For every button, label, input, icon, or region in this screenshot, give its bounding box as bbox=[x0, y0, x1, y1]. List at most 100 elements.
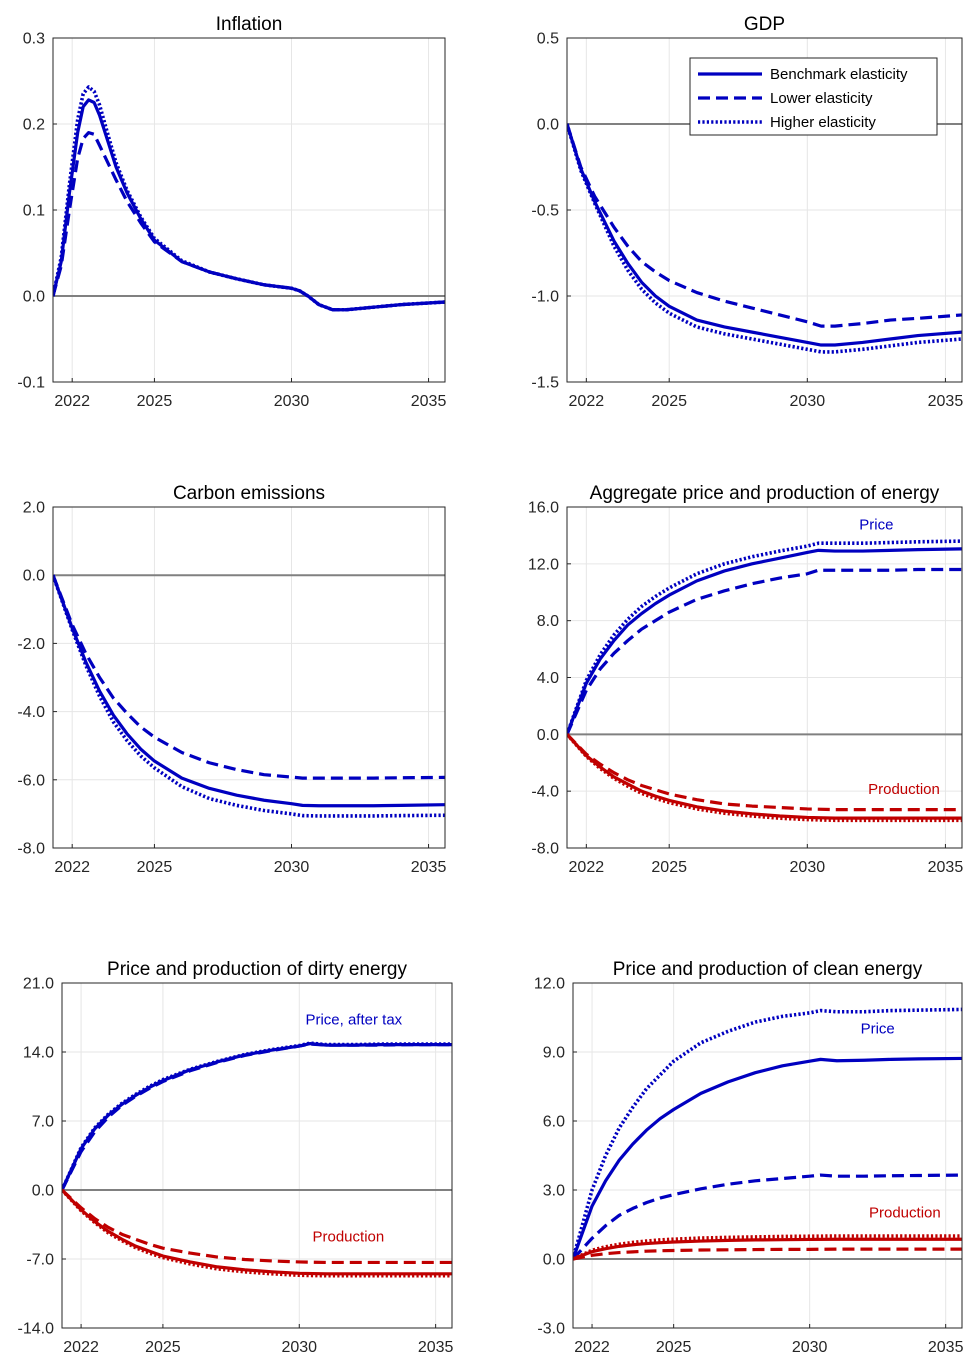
chart-panel-1: 2022 2025 2030 2035 -0.1 0.0 0.1 0.2 0.3 Inflatio… bbox=[17, 14, 446, 410]
x-tick-label: 2030 bbox=[792, 1339, 828, 1353]
x-tick-label: 2025 bbox=[137, 393, 173, 410]
series-red-benchmark bbox=[62, 1188, 452, 1276]
axes-frame bbox=[566, 37, 963, 383]
x-tick-label: 2030 bbox=[281, 1339, 317, 1353]
y-tick-label: 0.0 bbox=[543, 1252, 565, 1269]
y-tick-label: 8.0 bbox=[537, 613, 559, 630]
chart-title: GDP bbox=[744, 14, 785, 35]
series-blue-lower bbox=[62, 1042, 452, 1191]
series-blue-benchmark bbox=[53, 574, 445, 808]
y-tick-label: 9.0 bbox=[543, 1045, 565, 1062]
chart-title: Price and production of dirty energy bbox=[107, 959, 407, 980]
legend-label: Higher elasticity bbox=[770, 114, 876, 131]
x-tick-label: 2035 bbox=[411, 859, 447, 876]
x-tick-label: 2022 bbox=[63, 1339, 99, 1353]
x-tick-label: 2022 bbox=[54, 859, 90, 876]
x-tick-label: 2022 bbox=[574, 1339, 610, 1353]
series-blue-higher bbox=[53, 85, 445, 312]
annotation-label: Production bbox=[313, 1228, 385, 1245]
chart-title: Aggregate price and production of energy bbox=[590, 483, 940, 504]
y-tick-label: 12.0 bbox=[528, 556, 559, 573]
plot-area bbox=[62, 983, 452, 1328]
series-blue-lower bbox=[567, 123, 962, 328]
series-blue-higher bbox=[53, 574, 445, 818]
x-tick-label: 2035 bbox=[928, 393, 964, 410]
series-blue-higher bbox=[62, 1041, 452, 1191]
x-tick-label: 2030 bbox=[790, 859, 826, 876]
annotation-label: Price bbox=[861, 1021, 895, 1038]
annotation-label: Price bbox=[859, 517, 893, 534]
x-tick-label: 2035 bbox=[928, 1339, 964, 1353]
y-tick-label: -8.0 bbox=[17, 841, 45, 858]
x-tick-label: 2025 bbox=[651, 393, 687, 410]
chart-title: Price and production of clean energy bbox=[613, 959, 923, 980]
y-tick-label: 0.1 bbox=[23, 203, 45, 220]
chart-panel-2: 2022 2025 2030 2035 -1.5 -1.0 -0.5 0.0 0.5 GDP Ben… bbox=[531, 14, 963, 410]
x-tick-label: 2025 bbox=[145, 1339, 181, 1353]
y-tick-label: -8.0 bbox=[531, 841, 559, 858]
series-blue-benchmark bbox=[573, 1056, 962, 1260]
x-tick-label: 2030 bbox=[790, 393, 826, 410]
axes-frame bbox=[572, 982, 963, 1329]
series-blue-higher bbox=[567, 123, 962, 354]
chart-title: Inflation bbox=[216, 14, 283, 35]
chart-title: Carbon emissions bbox=[173, 483, 325, 504]
chart-panel-4: 2022 2025 2030 2035 -8.0 -4.0 0.0 4.0 8.0 12.0 16.… bbox=[528, 483, 963, 876]
annotation-label: Production bbox=[869, 1205, 941, 1222]
series-red-higher bbox=[567, 733, 962, 823]
y-tick-label: -6.0 bbox=[17, 772, 45, 789]
y-tick-label: 0.0 bbox=[537, 727, 559, 744]
x-tick-label: 2035 bbox=[418, 1339, 454, 1353]
series-red-lower bbox=[567, 733, 962, 812]
y-tick-label: 6.0 bbox=[543, 1114, 565, 1131]
x-tick-label: 2025 bbox=[137, 859, 173, 876]
y-tick-label: -4.0 bbox=[531, 784, 559, 801]
y-tick-label: 4.0 bbox=[537, 670, 559, 687]
y-tick-label: 12.0 bbox=[534, 976, 565, 993]
y-tick-label: 0.0 bbox=[23, 289, 45, 306]
series-blue-higher bbox=[567, 539, 962, 735]
y-tick-label: -0.1 bbox=[17, 375, 45, 392]
x-tick-label: 2030 bbox=[274, 859, 310, 876]
x-tick-label: 2022 bbox=[569, 859, 605, 876]
legend-box bbox=[689, 57, 938, 136]
legend-label: Lower elasticity bbox=[770, 90, 873, 107]
y-tick-label: -3.0 bbox=[537, 1321, 565, 1338]
chart-panel-5: 2022 2025 2030 2035 -14.0 -7.0 0.0 7.0 14.0 21.0 P… bbox=[18, 959, 454, 1353]
series-blue-benchmark bbox=[567, 123, 962, 347]
series-red-lower bbox=[62, 1188, 452, 1265]
y-tick-label: -1.0 bbox=[531, 289, 559, 306]
axes-frame bbox=[52, 37, 446, 383]
y-tick-label: -4.0 bbox=[17, 704, 45, 721]
x-tick-label: 2035 bbox=[928, 859, 964, 876]
legend: Benchmark elasticity Lower elasticity High… bbox=[689, 57, 938, 136]
chart-panel-6: 2022 2025 2030 2035 -3.0 0.0 3.0 6.0 9.0 12.0 Pric… bbox=[534, 959, 964, 1353]
series-blue-benchmark bbox=[567, 547, 962, 735]
y-tick-label: -14.0 bbox=[18, 1321, 55, 1338]
y-tick-label: 0.0 bbox=[23, 568, 45, 585]
series-red-benchmark bbox=[567, 733, 962, 820]
y-tick-label: 3.0 bbox=[543, 1183, 565, 1200]
series-red-benchmark bbox=[573, 1237, 962, 1261]
y-tick-label: 0.3 bbox=[23, 31, 45, 48]
y-tick-label: 2.0 bbox=[23, 500, 45, 517]
plot-area bbox=[573, 983, 962, 1328]
x-tick-label: 2030 bbox=[274, 393, 310, 410]
y-tick-label: 0.5 bbox=[537, 31, 559, 48]
x-tick-label: 2025 bbox=[651, 859, 687, 876]
x-tick-label: 2022 bbox=[569, 393, 605, 410]
series-blue-higher bbox=[573, 1007, 962, 1260]
legend-label: Benchmark elasticity bbox=[770, 66, 908, 83]
axes-frame bbox=[566, 506, 963, 849]
series-blue-lower bbox=[573, 1173, 962, 1261]
plot-area bbox=[53, 507, 445, 848]
annotation-label: Price, after tax bbox=[305, 1011, 402, 1028]
y-tick-label: 7.0 bbox=[32, 1114, 54, 1131]
y-tick-label: -7.0 bbox=[26, 1252, 54, 1269]
x-tick-label: 2035 bbox=[411, 393, 447, 410]
y-tick-label: 0.2 bbox=[23, 117, 45, 134]
y-tick-label: -0.5 bbox=[531, 203, 559, 220]
axes-frame bbox=[52, 506, 446, 849]
y-tick-label: 0.0 bbox=[537, 117, 559, 134]
